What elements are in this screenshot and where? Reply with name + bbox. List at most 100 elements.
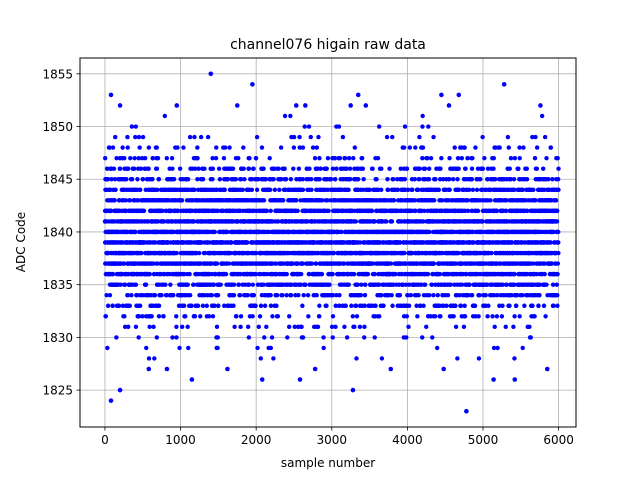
data-point <box>137 303 143 308</box>
data-point <box>136 155 141 161</box>
data-point <box>431 293 436 298</box>
data-point <box>133 282 139 287</box>
data-point <box>425 271 431 277</box>
data-point <box>223 271 229 277</box>
data-point <box>204 303 209 308</box>
data-point <box>174 335 179 340</box>
data-point <box>197 250 202 256</box>
data-point <box>340 134 346 140</box>
data-point <box>138 166 144 171</box>
data-point <box>439 155 444 161</box>
data-point <box>151 261 156 266</box>
data-point <box>277 187 282 192</box>
data-point <box>306 314 311 319</box>
data-point <box>215 293 221 298</box>
data-point <box>230 166 236 171</box>
data-point <box>404 335 409 340</box>
data-point <box>303 282 308 287</box>
data-point <box>360 166 366 171</box>
data-point <box>170 166 175 171</box>
data-point <box>306 124 312 129</box>
data-point <box>367 187 373 192</box>
data-point <box>321 345 326 351</box>
data-point <box>320 198 325 203</box>
data-point <box>238 177 244 182</box>
data-point <box>357 324 363 330</box>
data-point <box>416 293 421 298</box>
data-point <box>475 208 481 214</box>
data-point <box>344 335 350 340</box>
data-point <box>209 293 215 298</box>
data-point <box>282 166 287 171</box>
data-point <box>155 187 160 192</box>
data-point <box>129 293 134 298</box>
data-point <box>146 356 152 361</box>
data-point <box>153 240 158 245</box>
data-point <box>255 345 260 351</box>
data-point <box>391 177 396 182</box>
data-point <box>127 198 133 203</box>
data-point <box>438 166 443 171</box>
data-point <box>472 303 478 308</box>
data-point <box>349 303 354 308</box>
data-point <box>161 314 166 319</box>
data-point <box>181 303 187 308</box>
data-point <box>242 177 247 182</box>
data-point <box>269 335 275 340</box>
data-point <box>333 324 338 330</box>
data-point <box>356 177 361 182</box>
data-point <box>417 134 422 140</box>
data-point <box>241 145 246 150</box>
data-point <box>122 324 128 330</box>
data-point <box>142 155 148 161</box>
data-point <box>455 155 461 161</box>
data-point <box>317 177 322 182</box>
data-point <box>455 177 460 182</box>
data-point <box>325 155 331 161</box>
data-point <box>336 124 342 129</box>
data-point <box>183 314 188 319</box>
data-point <box>215 208 220 214</box>
data-point <box>353 219 359 224</box>
data-point <box>420 335 425 340</box>
data-point <box>281 198 286 203</box>
data-point <box>128 155 133 161</box>
data-point <box>420 145 426 150</box>
data-point <box>162 113 168 119</box>
data-point <box>212 303 217 308</box>
data-point <box>312 155 318 161</box>
data-point <box>308 134 313 140</box>
data-point <box>107 293 113 298</box>
data-point <box>420 124 425 129</box>
data-point <box>287 314 292 319</box>
data-point <box>379 356 385 361</box>
data-point <box>122 282 128 287</box>
data-point <box>402 250 407 256</box>
data-point <box>385 177 390 182</box>
data-point <box>433 314 438 319</box>
data-point <box>421 303 426 308</box>
data-point <box>107 145 112 150</box>
data-point <box>149 314 154 319</box>
data-point <box>276 166 281 171</box>
data-point <box>437 271 443 277</box>
data-point <box>228 250 233 256</box>
data-point <box>319 271 325 277</box>
data-point <box>333 177 338 182</box>
data-point <box>164 155 169 161</box>
data-point <box>369 208 375 214</box>
data-point <box>113 134 118 140</box>
data-point <box>351 271 357 277</box>
data-point <box>210 166 216 171</box>
data-point <box>337 155 343 161</box>
data-point <box>225 229 230 235</box>
data-point <box>362 293 368 298</box>
data-point <box>329 324 335 330</box>
data-point <box>147 324 152 330</box>
data-point <box>309 177 314 182</box>
data-point <box>210 177 215 182</box>
data-point <box>246 335 252 340</box>
data-point <box>154 166 160 171</box>
data-point <box>268 303 274 308</box>
